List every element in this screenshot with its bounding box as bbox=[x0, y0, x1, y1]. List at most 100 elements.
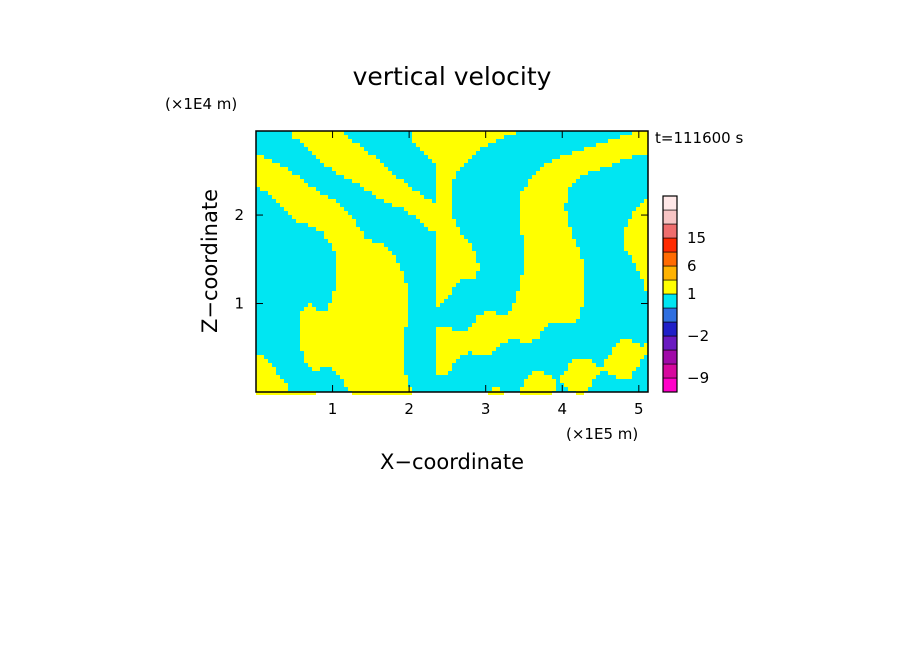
field-cell bbox=[628, 251, 648, 255]
field-cell bbox=[424, 151, 476, 155]
field-cell bbox=[256, 379, 284, 383]
field-cell bbox=[308, 363, 404, 367]
field-cell bbox=[436, 263, 480, 267]
colorbar-segment bbox=[662, 321, 678, 337]
field-cell bbox=[300, 331, 404, 335]
field-cell bbox=[524, 267, 584, 271]
field-cell bbox=[436, 327, 452, 331]
field-cell bbox=[612, 351, 648, 355]
field-cell bbox=[524, 259, 584, 263]
field-cell bbox=[324, 231, 364, 235]
field-cell bbox=[436, 191, 452, 195]
field-cell bbox=[304, 351, 404, 355]
field-cell bbox=[552, 159, 620, 163]
field-cell bbox=[436, 363, 452, 367]
field-cell bbox=[352, 179, 404, 183]
field-cell bbox=[628, 223, 648, 227]
field-cell bbox=[256, 367, 276, 371]
field-cell bbox=[624, 247, 648, 251]
field-cell bbox=[256, 175, 300, 179]
field-cell bbox=[520, 191, 568, 195]
field-cell bbox=[520, 227, 572, 231]
field-cell bbox=[564, 371, 600, 375]
field-cell bbox=[476, 315, 580, 319]
field-cell bbox=[436, 163, 464, 167]
x-tick-label: 2 bbox=[404, 400, 414, 418]
field-cell bbox=[616, 343, 640, 347]
colorbar-segment bbox=[662, 251, 678, 267]
field-cell bbox=[364, 187, 412, 191]
field-cell bbox=[484, 311, 496, 315]
field-cell bbox=[300, 311, 408, 315]
field-cell bbox=[324, 235, 364, 239]
field-cell bbox=[636, 263, 648, 267]
field-cell bbox=[576, 391, 584, 395]
colorbar-segment bbox=[662, 335, 678, 351]
field-cell bbox=[256, 363, 272, 367]
field-cell bbox=[524, 263, 584, 267]
field-cell bbox=[640, 271, 648, 275]
field-cell bbox=[312, 367, 320, 371]
y-axis-label: Z−coordinate bbox=[198, 189, 222, 333]
field-cell bbox=[420, 147, 480, 151]
y-axis-ticks: 12 bbox=[234, 206, 648, 313]
velocity-field bbox=[256, 131, 648, 395]
field-cell bbox=[304, 143, 360, 147]
colorbar-segment bbox=[662, 307, 678, 323]
field-cell bbox=[332, 243, 384, 247]
field-cell bbox=[612, 347, 648, 351]
field-cell bbox=[604, 359, 640, 363]
field-cell bbox=[572, 151, 648, 155]
y-tick-label: 1 bbox=[234, 295, 244, 313]
field-cell bbox=[564, 383, 592, 387]
field-cell bbox=[436, 255, 476, 259]
field-cell bbox=[300, 327, 404, 331]
field-cell bbox=[640, 275, 648, 279]
field-cell bbox=[348, 387, 412, 391]
field-cell bbox=[256, 355, 264, 359]
field-cell bbox=[412, 131, 516, 135]
field-cell bbox=[332, 367, 404, 371]
field-cell bbox=[392, 203, 452, 207]
field-cell bbox=[644, 199, 648, 203]
field-cell bbox=[284, 207, 344, 211]
colorbar-segment bbox=[662, 279, 678, 295]
colorbar-segment bbox=[662, 195, 678, 211]
field-cell bbox=[276, 199, 336, 203]
field-cell bbox=[472, 323, 548, 327]
field-cell bbox=[524, 187, 568, 191]
field-cell bbox=[520, 279, 584, 283]
field-cell bbox=[432, 159, 468, 163]
field-cell bbox=[560, 379, 592, 383]
field-cell bbox=[516, 295, 584, 299]
field-cell bbox=[436, 175, 456, 179]
field-cell bbox=[336, 271, 404, 275]
field-cell bbox=[524, 235, 572, 239]
field-cell bbox=[328, 307, 408, 311]
colorbar-tick-label: 6 bbox=[687, 257, 697, 275]
field-cell bbox=[436, 167, 460, 171]
field-cell bbox=[256, 387, 288, 391]
field-cell bbox=[308, 147, 364, 151]
field-cell bbox=[256, 375, 280, 379]
field-cell bbox=[524, 251, 580, 255]
colorbar-segment bbox=[662, 209, 678, 225]
y-unit-label: (×1E4 m) bbox=[165, 95, 237, 113]
chart-title: vertical velocity bbox=[353, 62, 552, 91]
field-cell bbox=[424, 223, 456, 227]
field-cell bbox=[624, 231, 648, 235]
field-cell bbox=[436, 239, 468, 243]
field-cell bbox=[436, 231, 460, 235]
field-cell bbox=[344, 379, 408, 383]
x-tick-label: 5 bbox=[634, 400, 644, 418]
field-cell bbox=[632, 131, 648, 135]
field-cell bbox=[624, 243, 648, 247]
field-cell bbox=[644, 283, 648, 287]
field-cell bbox=[644, 343, 648, 347]
field-cell bbox=[436, 259, 476, 263]
field-cell bbox=[528, 375, 552, 379]
field-cell bbox=[524, 243, 576, 247]
field-cell bbox=[520, 283, 584, 287]
field-cell bbox=[636, 267, 648, 271]
field-cell bbox=[428, 227, 460, 231]
